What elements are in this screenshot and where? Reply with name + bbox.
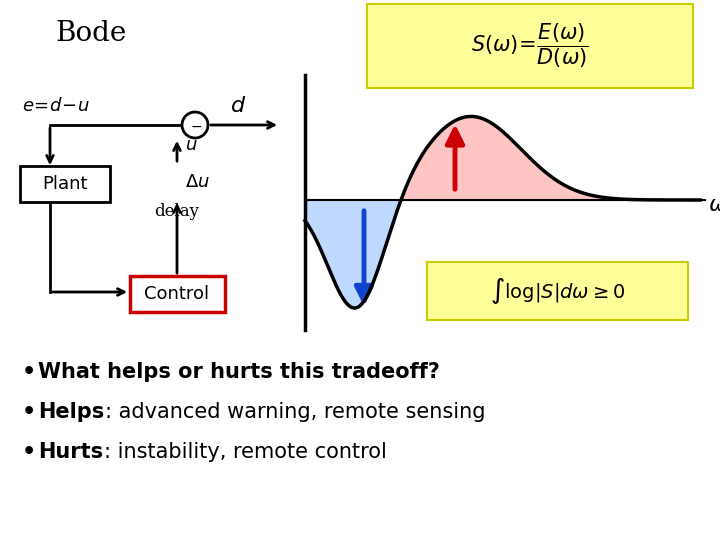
Text: •: • — [22, 402, 36, 422]
Text: $d$: $d$ — [230, 95, 246, 117]
Text: $\Delta u$: $\Delta u$ — [185, 173, 210, 191]
Text: •: • — [22, 442, 36, 462]
Text: : instability, remote control: : instability, remote control — [104, 442, 387, 462]
Text: : advanced warning, remote sensing: : advanced warning, remote sensing — [105, 402, 486, 422]
Text: Plant: Plant — [42, 175, 88, 193]
Text: •: • — [22, 362, 36, 382]
Circle shape — [182, 112, 208, 138]
Text: $S(\omega)\!=\!\dfrac{E(\omega)}{D(\omega)}$: $S(\omega)\!=\!\dfrac{E(\omega)}{D(\omeg… — [471, 22, 589, 70]
Text: $-$: $-$ — [190, 119, 202, 133]
FancyBboxPatch shape — [130, 276, 225, 312]
Text: What helps or hurts this tradeoff?: What helps or hurts this tradeoff? — [38, 362, 440, 382]
Text: Bode: Bode — [55, 20, 126, 47]
Text: delay: delay — [155, 203, 199, 220]
Text: Control: Control — [145, 285, 210, 303]
Text: $\omega$: $\omega$ — [708, 195, 720, 215]
Text: $e\!=\!d\!-\!u$: $e\!=\!d\!-\!u$ — [22, 97, 89, 115]
FancyBboxPatch shape — [427, 262, 688, 320]
FancyBboxPatch shape — [367, 4, 693, 88]
FancyBboxPatch shape — [20, 166, 110, 202]
Text: $u$: $u$ — [185, 136, 197, 154]
Text: $\int \log|S|d\omega \geq 0$: $\int \log|S|d\omega \geq 0$ — [490, 276, 625, 306]
Text: Hurts: Hurts — [38, 442, 103, 462]
Text: Helps: Helps — [38, 402, 104, 422]
